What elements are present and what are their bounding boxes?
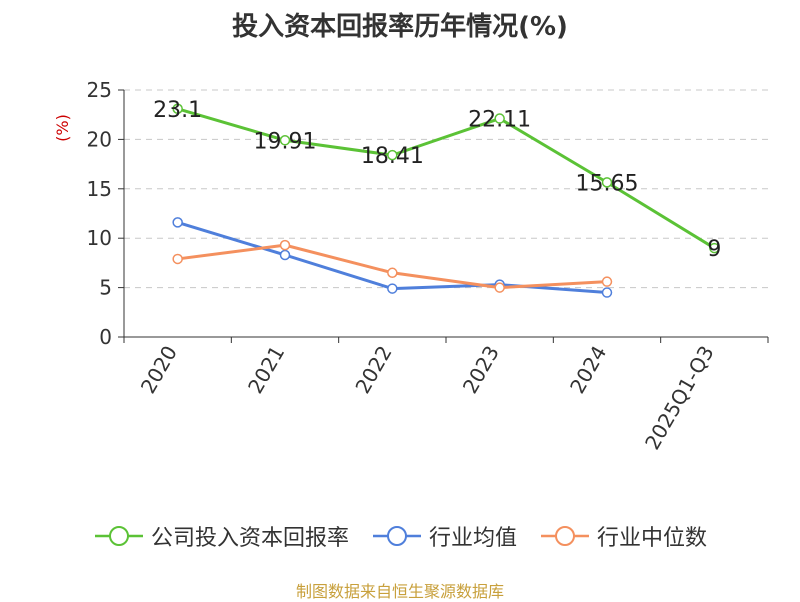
series-line	[177, 107, 716, 250]
x-tick-label: 2023	[458, 341, 504, 397]
data-point	[494, 113, 505, 124]
series-line	[177, 220, 608, 295]
data-point	[279, 135, 291, 146]
legend-line-circle-icon	[372, 526, 421, 546]
legend-label: 公司投入资本回报率	[150, 526, 349, 551]
y-tick-label: 10	[87, 226, 112, 250]
x-tick-label: 2020	[136, 342, 182, 398]
data-point	[172, 217, 183, 228]
data-point	[601, 276, 613, 287]
series-line	[177, 243, 608, 290]
legend-label: 行业均值	[428, 526, 517, 551]
y-tick-label: 15	[87, 177, 112, 201]
data-point	[494, 282, 505, 293]
chart-title: 投入资本回报率历年情况(%)	[232, 12, 568, 42]
grid-lines	[124, 89, 768, 289]
data-label: 15.65	[576, 171, 639, 196]
legend-item[interactable]: 行业中位数	[539, 520, 707, 552]
data-labels: 23.1 19.91 18.41 22.11 15.65 9	[153, 98, 721, 262]
series-lines	[172, 103, 720, 298]
data-point	[172, 253, 183, 265]
y-tick-label: 5	[99, 276, 112, 300]
y-tick-label: 20	[87, 127, 112, 151]
x-tick-label: 2024	[565, 342, 611, 398]
data-point	[172, 103, 183, 115]
data-point	[279, 249, 291, 261]
legend-label: 行业中位数	[597, 526, 708, 551]
data-label: 19.91	[254, 129, 317, 154]
data-point	[387, 283, 398, 294]
data-point	[601, 287, 613, 298]
legend-line-circle-icon	[94, 526, 143, 546]
data-point	[709, 242, 720, 254]
data-label: 18.41	[361, 144, 424, 169]
y-tick-label: 25	[87, 78, 112, 102]
data-point	[601, 177, 613, 188]
axes: 0 5 10 15 20 25 (%) 2020 2021 2022 2023 2024 2025Q1-…	[53, 78, 769, 454]
data-point	[279, 239, 291, 251]
legend-item[interactable]: 行业均值	[371, 520, 517, 552]
data-point	[387, 149, 398, 161]
legend-line-circle-icon	[541, 526, 589, 546]
data-label: 9	[707, 237, 721, 262]
data-label: 23.1	[153, 98, 202, 123]
y-tick-label: 0	[99, 325, 112, 349]
data-point	[387, 267, 398, 279]
y-axis-label: (%)	[53, 114, 72, 142]
legend-item[interactable]: 公司投入资本回报率	[93, 520, 349, 552]
source-note: 制图数据来自恒生聚源数据库	[295, 582, 504, 601]
x-tick-label: 2021	[243, 342, 289, 398]
data-label: 22.11	[468, 108, 531, 133]
legend: 公司投入资本回报率 行业均值 行业中位数	[0, 520, 800, 552]
x-tick-label: 2025Q1-Q3	[640, 342, 719, 454]
x-tick-label: 2022	[350, 342, 396, 398]
